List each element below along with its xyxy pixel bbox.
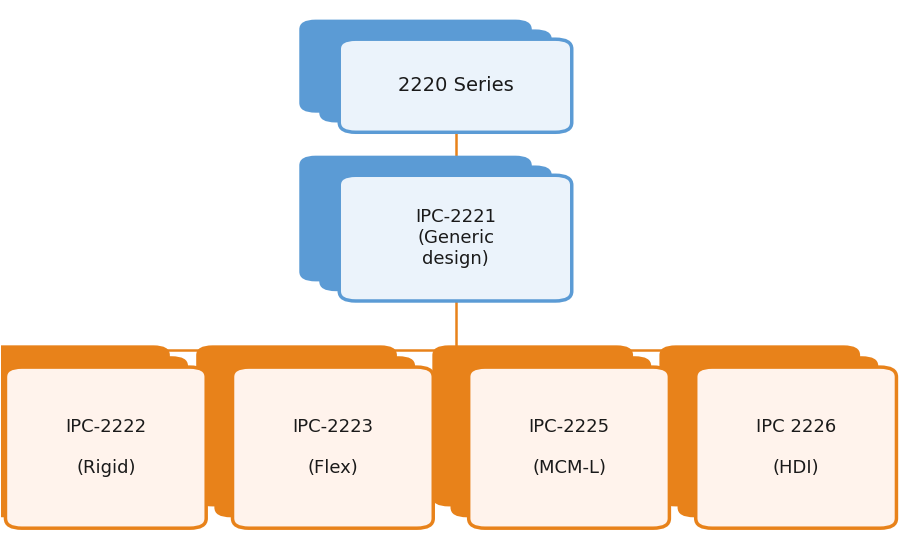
FancyBboxPatch shape <box>696 367 896 528</box>
Text: IPC-2222

(Rigid): IPC-2222 (Rigid) <box>66 418 147 478</box>
FancyBboxPatch shape <box>0 356 188 517</box>
FancyBboxPatch shape <box>232 367 434 528</box>
Text: IPC-2221
(Generic
design): IPC-2221 (Generic design) <box>415 208 496 268</box>
Text: IPC 2226

(HDI): IPC 2226 (HDI) <box>756 418 836 478</box>
Text: IPC-2223

(Flex): IPC-2223 (Flex) <box>292 418 374 478</box>
FancyBboxPatch shape <box>319 30 552 123</box>
FancyBboxPatch shape <box>678 356 878 517</box>
Text: 2220 Series: 2220 Series <box>397 76 514 95</box>
FancyBboxPatch shape <box>214 356 415 517</box>
FancyBboxPatch shape <box>660 345 860 507</box>
FancyBboxPatch shape <box>433 345 633 507</box>
FancyBboxPatch shape <box>468 367 670 528</box>
FancyBboxPatch shape <box>339 39 572 132</box>
Text: IPC-2225

(MCM-L): IPC-2225 (MCM-L) <box>528 418 609 478</box>
FancyBboxPatch shape <box>451 356 651 517</box>
FancyBboxPatch shape <box>196 345 397 507</box>
FancyBboxPatch shape <box>339 175 572 301</box>
FancyBboxPatch shape <box>0 345 169 507</box>
FancyBboxPatch shape <box>5 367 206 528</box>
FancyBboxPatch shape <box>319 166 552 291</box>
FancyBboxPatch shape <box>300 20 532 113</box>
FancyBboxPatch shape <box>300 156 532 281</box>
